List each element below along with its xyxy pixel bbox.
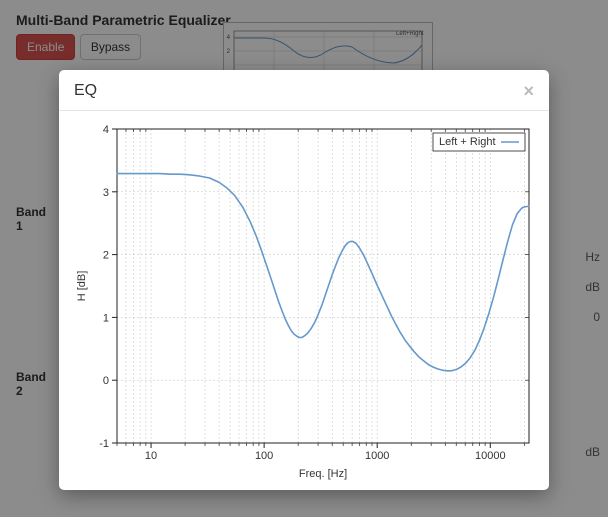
side-value: dB <box>585 280 600 294</box>
svg-text:1000: 1000 <box>365 450 389 462</box>
svg-text:H [dB]: H [dB] <box>76 271 88 302</box>
svg-text:Left + Right: Left + Right <box>439 136 496 148</box>
modal-header: EQ × <box>59 70 549 111</box>
svg-text:10: 10 <box>145 450 157 462</box>
svg-text:10000: 10000 <box>475 450 506 462</box>
eq-modal: EQ × 10 100 1000 10000 -1 0 1 2 3 4 Freq. [Hz] H [d… <box>59 70 549 490</box>
svg-text:100: 100 <box>255 450 273 462</box>
svg-text:1: 1 <box>103 312 109 324</box>
svg-text:4: 4 <box>103 124 109 136</box>
svg-text:3: 3 <box>103 187 109 199</box>
modal-title: EQ <box>74 82 97 100</box>
eq-chart: 10 100 1000 10000 -1 0 1 2 3 4 Freq. [Hz] H [dB] Lef… <box>71 121 537 483</box>
modal-body: 10 100 1000 10000 -1 0 1 2 3 4 Freq. [Hz] H [dB] Lef… <box>59 111 549 491</box>
side-value: dB <box>585 445 600 459</box>
svg-text:Freq. [Hz]: Freq. [Hz] <box>299 468 347 480</box>
close-icon[interactable]: × <box>523 82 534 100</box>
svg-text:2: 2 <box>103 250 109 262</box>
svg-text:0: 0 <box>103 375 109 387</box>
svg-text:-1: -1 <box>99 438 109 450</box>
side-value: 0 <box>593 310 600 324</box>
side-value: Hz <box>585 250 600 264</box>
